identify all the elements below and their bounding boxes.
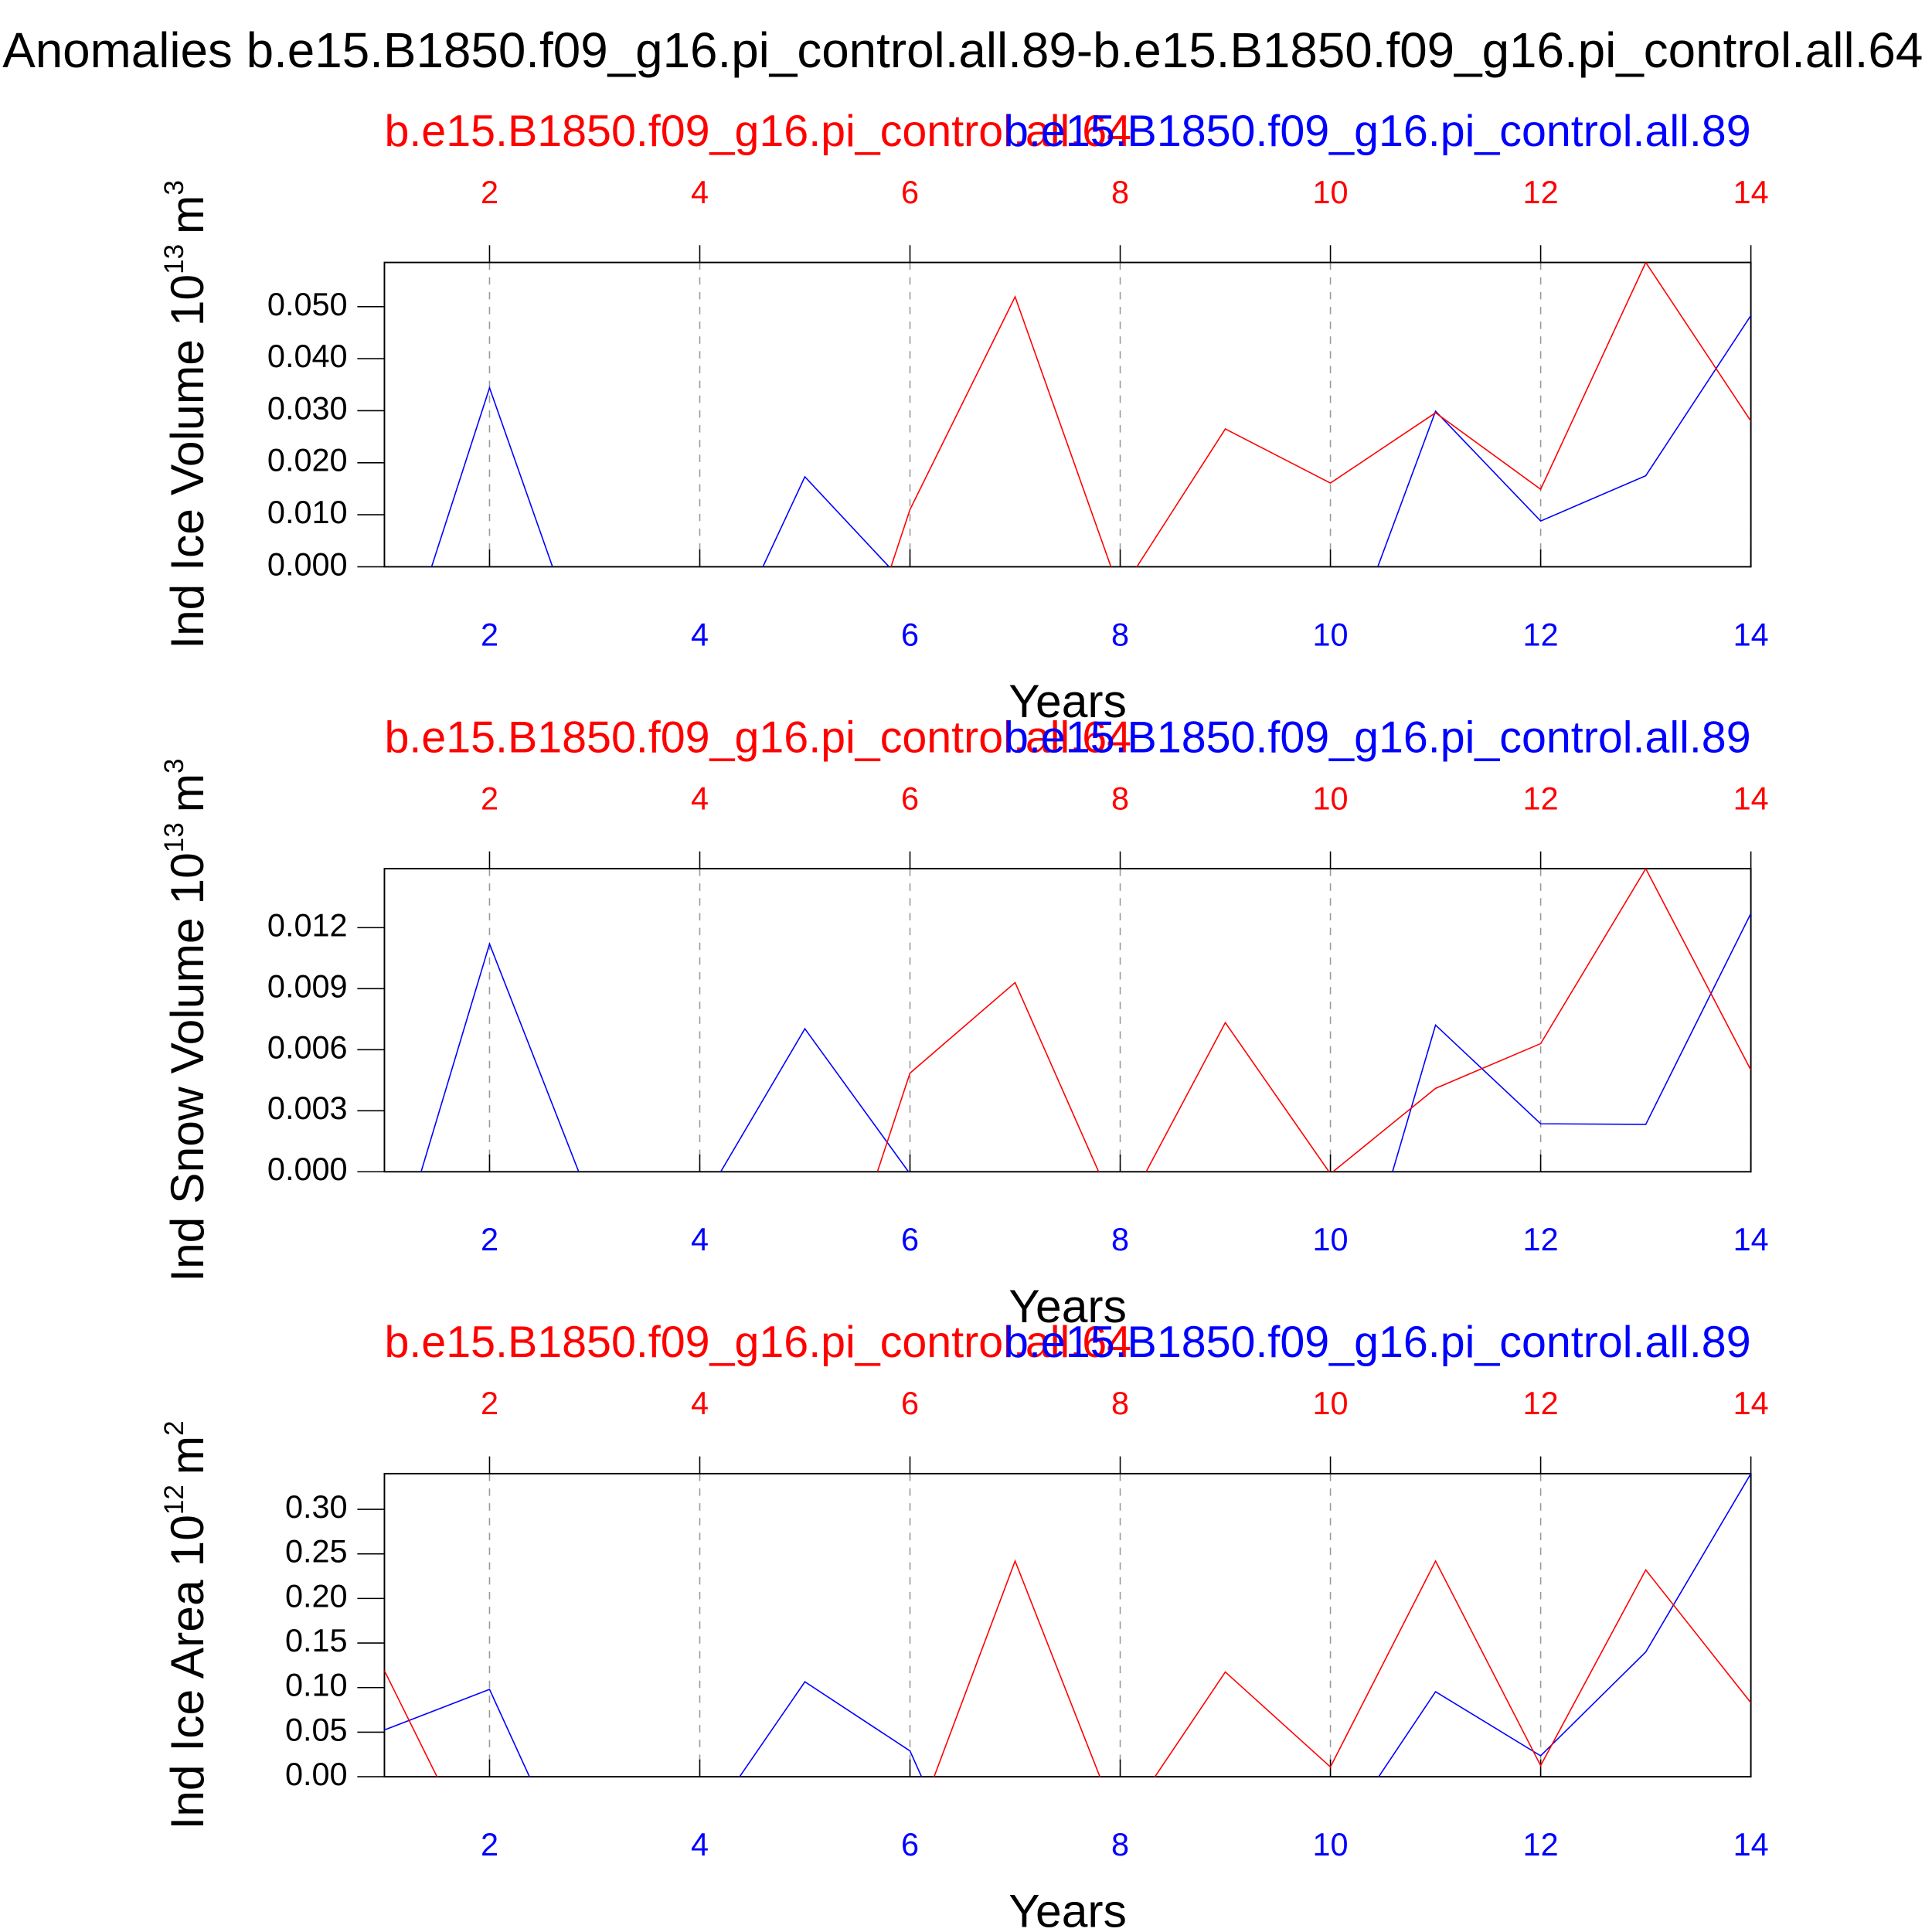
y-axis-title-unit-exponent: 3 bbox=[159, 758, 189, 774]
y-tick-label: 0.000 bbox=[267, 546, 348, 582]
x-tick-label: 6 bbox=[901, 616, 919, 652]
x-tick-label-top: 12 bbox=[1523, 174, 1559, 210]
y-tick-label: 0.009 bbox=[267, 968, 348, 1004]
x-tick-label-top: 8 bbox=[1111, 174, 1129, 210]
y-axis-title-exponent: 13 bbox=[159, 244, 189, 274]
series-name: b.e15.B1850.f09_g16.pi_control.all.64 bbox=[384, 1318, 1131, 1367]
y-axis-title: Ind Snow Volume 1013 m3 bbox=[159, 758, 213, 1281]
y-axis-title-text: Ind Snow Volume 10 bbox=[161, 852, 213, 1282]
x-tick-label: 8 bbox=[1111, 1826, 1129, 1862]
x-tick-label: 12 bbox=[1523, 1221, 1559, 1257]
x-tick-label: 12 bbox=[1523, 616, 1559, 652]
x-tick-label-top: 14 bbox=[1733, 1385, 1769, 1421]
series-line bbox=[384, 1559, 1751, 1777]
y-tick-label: 0.00 bbox=[285, 1756, 348, 1792]
x-tick-label-top: 8 bbox=[1111, 1385, 1129, 1421]
series-line bbox=[876, 869, 1751, 1172]
y-axis-title-unit: m bbox=[161, 196, 213, 234]
x-tick-label: 8 bbox=[1111, 616, 1129, 652]
y-axis-title-text: Ind Ice Volume 10 bbox=[161, 274, 213, 649]
x-tick-label-top: 12 bbox=[1523, 780, 1559, 816]
y-tick-label: 0.25 bbox=[285, 1533, 348, 1570]
y-tick-label: 0.10 bbox=[285, 1667, 348, 1703]
x-tick-label-top: 10 bbox=[1313, 780, 1349, 816]
x-tick-label: 14 bbox=[1733, 1826, 1769, 1862]
y-tick-label: 0.000 bbox=[267, 1151, 348, 1187]
x-tick-label-top: 2 bbox=[481, 174, 498, 210]
x-tick-label-top: 2 bbox=[481, 780, 498, 816]
x-tick-label-top: 10 bbox=[1313, 1385, 1349, 1421]
x-tick-label: 6 bbox=[901, 1826, 919, 1862]
series-name: b.e15.B1850.f09_g16.pi_control.all.64 bbox=[384, 713, 1131, 762]
x-tick-label-top: 14 bbox=[1733, 174, 1769, 210]
series-line bbox=[384, 1473, 1751, 1777]
y-tick-label: 0.030 bbox=[267, 389, 348, 426]
y-tick-label: 0.15 bbox=[285, 1622, 348, 1658]
y-axis-title-unit: m bbox=[161, 774, 213, 812]
x-tick-label: 2 bbox=[481, 1221, 498, 1257]
x-axis-title: Years bbox=[1009, 1885, 1127, 1932]
y-tick-label: 0.020 bbox=[267, 442, 348, 478]
y-axis-title-exponent: 12 bbox=[159, 1485, 189, 1515]
y-tick-label: 0.05 bbox=[285, 1711, 348, 1747]
x-tick-label: 14 bbox=[1733, 616, 1769, 652]
y-tick-label: 0.010 bbox=[267, 494, 348, 530]
x-tick-label-top: 10 bbox=[1313, 174, 1349, 210]
plot-frame bbox=[383, 868, 1752, 1173]
x-tick-label-top: 6 bbox=[901, 174, 919, 210]
y-tick-label: 0.006 bbox=[267, 1029, 348, 1065]
chart: 2 2 4 4 6 6 8 8 10 10 12 12 14 14 0.00 0.05 0.10 0.15 0.20… bbox=[159, 1318, 1769, 1932]
x-tick-label-top: 2 bbox=[481, 1385, 498, 1421]
y-axis-title-unit: m bbox=[161, 1436, 213, 1475]
series-name: b.e15.B1850.f09_g16.pi_control.all.89 bbox=[1004, 1318, 1751, 1367]
y-axis-title: Ind Ice Volume 1013 m3 bbox=[159, 180, 213, 649]
x-tick-label-top: 8 bbox=[1111, 780, 1129, 816]
y-axis-title-unit-exponent: 2 bbox=[159, 1420, 189, 1436]
y-tick-label: 0.20 bbox=[285, 1577, 348, 1614]
x-tick-label-top: 6 bbox=[901, 780, 919, 816]
x-tick-label: 10 bbox=[1313, 1826, 1349, 1862]
series-name: b.e15.B1850.f09_g16.pi_control.all.89 bbox=[1004, 713, 1751, 762]
y-axis-title-text: Ind Ice Area 10 bbox=[161, 1515, 213, 1830]
chart: 2 2 4 4 6 6 8 8 10 10 12 12 14 14 0.000 0.010 0.020 0.030… bbox=[159, 107, 1769, 727]
x-tick-label-top: 4 bbox=[691, 174, 709, 210]
series-line bbox=[420, 913, 1751, 1172]
x-tick-label-top: 14 bbox=[1733, 780, 1769, 816]
x-tick-label-top: 4 bbox=[691, 780, 709, 816]
y-tick-label: 0.003 bbox=[267, 1090, 348, 1126]
series-name: b.e15.B1850.f09_g16.pi_control.all.64 bbox=[384, 107, 1131, 156]
x-tick-label: 4 bbox=[691, 1826, 709, 1862]
y-axis-title: Ind Ice Area 1012 m2 bbox=[159, 1420, 213, 1829]
x-tick-label: 4 bbox=[691, 616, 709, 652]
x-tick-label-top: 6 bbox=[901, 1385, 919, 1421]
x-axis-title: Years bbox=[1009, 1280, 1127, 1332]
x-tick-label-top: 4 bbox=[691, 1385, 709, 1421]
y-tick-label: 0.012 bbox=[267, 906, 348, 943]
x-tick-label: 12 bbox=[1523, 1826, 1559, 1862]
plot-frame bbox=[383, 1472, 1752, 1778]
x-tick-label: 2 bbox=[481, 616, 498, 652]
figure-title: Anomalies b.e15.B1850.f09_g16.pi_control… bbox=[2, 22, 1923, 78]
series-line bbox=[430, 315, 1751, 567]
x-tick-label-top: 12 bbox=[1523, 1385, 1559, 1421]
x-tick-label: 4 bbox=[691, 1221, 709, 1257]
x-tick-label: 14 bbox=[1733, 1221, 1769, 1257]
y-axis-title-exponent: 13 bbox=[159, 822, 189, 852]
x-tick-label: 6 bbox=[901, 1221, 919, 1257]
y-axis-title-unit-exponent: 3 bbox=[159, 180, 189, 196]
x-tick-label: 2 bbox=[481, 1826, 498, 1862]
x-tick-label: 10 bbox=[1313, 1221, 1349, 1257]
plot-frame bbox=[383, 261, 1752, 568]
series-name: b.e15.B1850.f09_g16.pi_control.all.89 bbox=[1004, 107, 1751, 156]
y-tick-label: 0.050 bbox=[267, 286, 348, 322]
y-tick-label: 0.30 bbox=[285, 1488, 348, 1525]
series-line bbox=[890, 262, 1751, 567]
chart: 2 2 4 4 6 6 8 8 10 10 12 12 14 14 0.000 0.003 0.006 0.009… bbox=[159, 713, 1769, 1332]
y-tick-label: 0.040 bbox=[267, 338, 348, 374]
x-axis-title: Years bbox=[1009, 675, 1127, 727]
x-tick-label: 10 bbox=[1313, 616, 1349, 652]
x-tick-label: 8 bbox=[1111, 1221, 1129, 1257]
